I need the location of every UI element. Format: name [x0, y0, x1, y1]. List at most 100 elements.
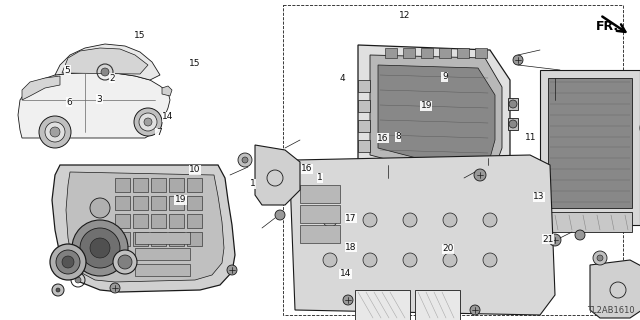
Circle shape: [403, 213, 417, 227]
Bar: [403, 48, 415, 58]
Bar: [133, 232, 148, 246]
Text: 10: 10: [189, 165, 201, 174]
Circle shape: [343, 295, 353, 305]
Text: 11: 11: [525, 133, 537, 142]
Bar: [187, 214, 202, 228]
Bar: [475, 48, 487, 58]
Bar: [135, 232, 190, 244]
Circle shape: [39, 116, 71, 148]
Text: 14: 14: [340, 269, 351, 278]
Circle shape: [597, 255, 603, 261]
Bar: [508, 98, 518, 110]
Polygon shape: [290, 155, 555, 315]
Bar: [548, 212, 632, 232]
Text: 8: 8: [396, 132, 401, 141]
Text: 12: 12: [399, 11, 410, 20]
Circle shape: [323, 253, 337, 267]
Bar: [133, 196, 148, 210]
Polygon shape: [370, 55, 502, 172]
Text: 18: 18: [345, 243, 356, 252]
Bar: [355, 290, 410, 320]
Bar: [115, 196, 130, 210]
Text: 19: 19: [420, 101, 432, 110]
Polygon shape: [18, 72, 170, 138]
Circle shape: [470, 305, 480, 315]
Bar: [151, 178, 166, 192]
Polygon shape: [590, 260, 640, 318]
Bar: [151, 196, 166, 210]
Bar: [115, 214, 130, 228]
Circle shape: [90, 238, 110, 258]
Bar: [385, 48, 397, 58]
Text: 4: 4: [340, 74, 345, 83]
Bar: [358, 140, 370, 152]
Circle shape: [474, 169, 486, 181]
Circle shape: [242, 157, 248, 163]
Circle shape: [403, 253, 417, 267]
Circle shape: [144, 118, 152, 126]
Circle shape: [509, 100, 517, 108]
Bar: [358, 120, 370, 132]
Circle shape: [50, 244, 86, 280]
Circle shape: [227, 265, 237, 275]
Circle shape: [443, 213, 457, 227]
Bar: [135, 264, 190, 276]
Bar: [115, 178, 130, 192]
Circle shape: [118, 255, 132, 269]
Circle shape: [62, 256, 74, 268]
Text: 17: 17: [345, 214, 356, 223]
Polygon shape: [62, 48, 148, 74]
Text: 15: 15: [189, 59, 201, 68]
Polygon shape: [358, 45, 510, 180]
Text: FR.: FR.: [596, 20, 619, 33]
Text: 1: 1: [250, 180, 255, 188]
Text: 14: 14: [162, 112, 173, 121]
Circle shape: [134, 108, 162, 136]
Bar: [187, 232, 202, 246]
Text: 16: 16: [377, 134, 388, 143]
Circle shape: [101, 68, 109, 76]
Bar: [187, 178, 202, 192]
Text: 20: 20: [442, 244, 454, 253]
Circle shape: [363, 253, 377, 267]
Circle shape: [550, 90, 560, 100]
Bar: [300, 205, 340, 223]
Circle shape: [363, 213, 377, 227]
Polygon shape: [255, 145, 300, 205]
Bar: [133, 178, 148, 192]
Circle shape: [75, 277, 81, 283]
Circle shape: [323, 213, 337, 227]
Circle shape: [483, 213, 497, 227]
Bar: [135, 248, 190, 260]
Bar: [133, 214, 148, 228]
Bar: [421, 48, 433, 58]
Text: 3: 3: [97, 95, 102, 104]
Bar: [115, 232, 130, 246]
Circle shape: [275, 210, 285, 220]
Text: TL2AB1610: TL2AB1610: [588, 306, 635, 315]
Circle shape: [238, 153, 252, 167]
Circle shape: [139, 113, 157, 131]
Circle shape: [509, 120, 517, 128]
Bar: [169, 196, 184, 210]
Circle shape: [483, 253, 497, 267]
Bar: [151, 214, 166, 228]
Text: 15: 15: [134, 31, 145, 40]
Circle shape: [593, 251, 607, 265]
Bar: [151, 232, 166, 246]
Text: 1: 1: [317, 173, 323, 182]
Circle shape: [56, 288, 60, 292]
Text: 2: 2: [109, 74, 115, 83]
Bar: [457, 48, 469, 58]
Text: 19: 19: [175, 196, 186, 204]
Text: 7: 7: [156, 128, 161, 137]
Text: 5: 5: [65, 66, 70, 75]
Circle shape: [56, 250, 80, 274]
Circle shape: [549, 234, 561, 246]
Polygon shape: [66, 172, 224, 282]
Polygon shape: [162, 86, 172, 96]
Circle shape: [113, 250, 137, 274]
Bar: [169, 214, 184, 228]
Text: 16: 16: [301, 164, 313, 173]
Circle shape: [575, 230, 585, 240]
